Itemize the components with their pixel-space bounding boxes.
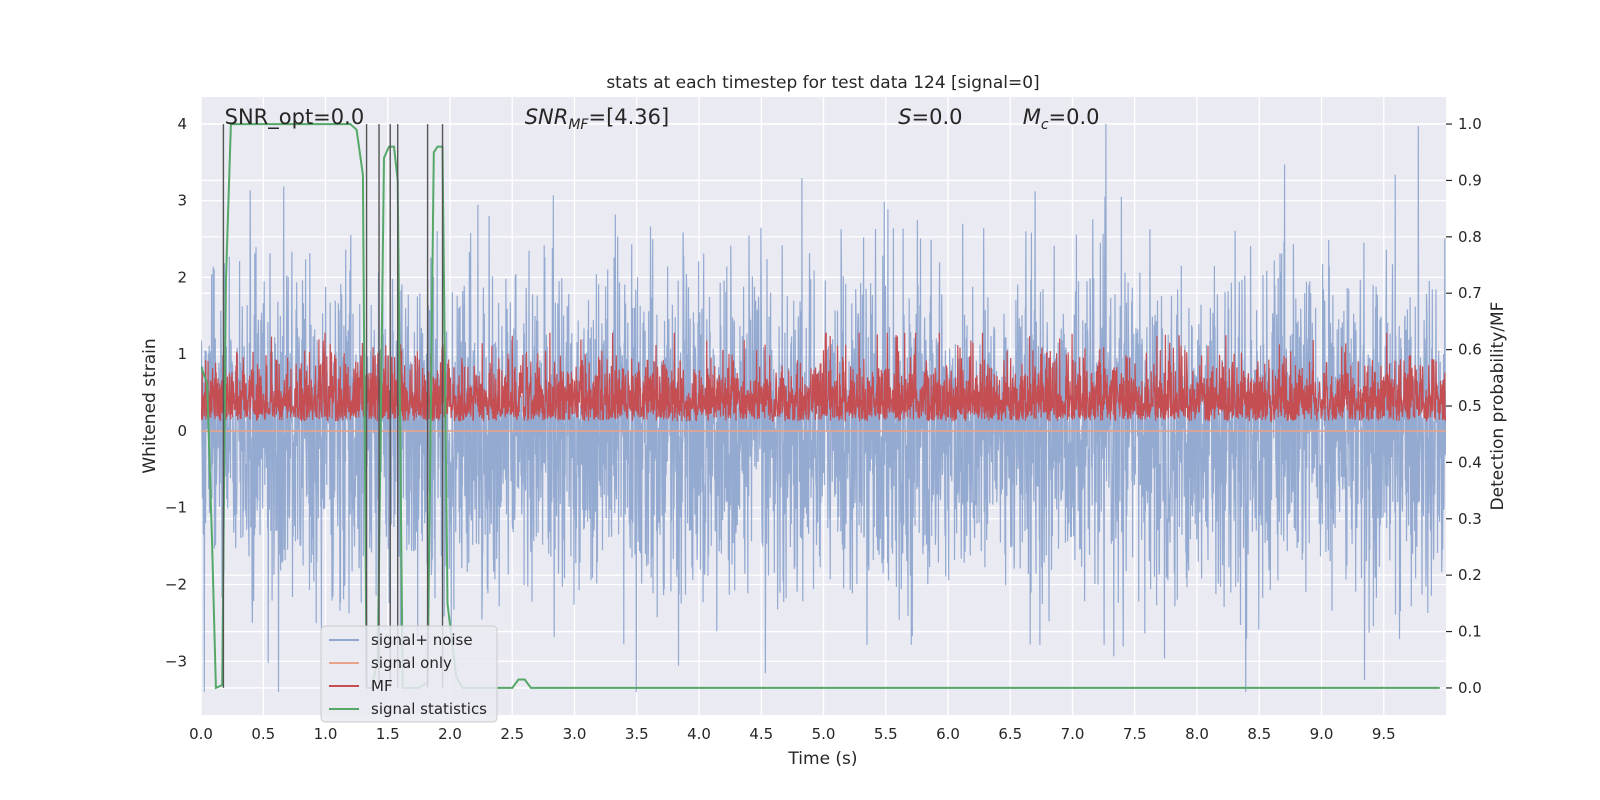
y-tick-label: 0	[177, 422, 187, 440]
annotation-mc: Mc=0.0	[1023, 105, 1100, 133]
y-axis-ticks: 4 3 2 1 0 −1 −2 −3	[165, 115, 187, 670]
y2-tick-label: 0.2	[1458, 566, 1482, 584]
x-tick-label: 7.5	[1123, 725, 1147, 743]
detection-markers	[222, 124, 444, 688]
x-tick-label: 6.0	[936, 725, 960, 743]
y-tick-label: −1	[165, 499, 187, 517]
x-tick-label: 5.5	[874, 725, 898, 743]
y-axis-label: Whitened strain	[140, 338, 160, 473]
legend-label: signal only	[371, 654, 452, 672]
legend-label: signal statistics	[371, 700, 487, 718]
y-tick-label: 1	[177, 345, 187, 363]
y-tick-label: −3	[165, 652, 187, 670]
x-axis-label: Time (s)	[787, 749, 857, 769]
y-tick-label: −2	[165, 575, 187, 593]
x-tick-label: 7.0	[1061, 725, 1085, 743]
x-tick-label: 8.0	[1185, 725, 1209, 743]
x-axis-ticks: 0.0 0.5 1.0 1.5 2.0 2.5 3.0 3.5 4.0 4.5 5.0 5.5 6.0 6…	[189, 725, 1396, 743]
chart-title: stats at each timestep for test data 124…	[606, 73, 1039, 93]
legend-label: MF	[371, 677, 393, 695]
x-tick-label: 9.5	[1372, 725, 1396, 743]
y2-tick-label: 0.9	[1458, 171, 1482, 189]
legend-item: signal+ noise	[329, 631, 473, 649]
y2-tick-label: 0.8	[1458, 228, 1482, 246]
y2-axis-label: Detection probability/MF	[1488, 302, 1508, 511]
annotation-snr-opt: SNR_opt=0.0	[225, 105, 365, 130]
y2-axis-ticks: 1.0 0.9 0.8 0.7 0.6 0.5 0.4 0.3 0.2 0.1 0.0	[1446, 115, 1482, 697]
annotation-s: S=0.0	[898, 105, 962, 129]
x-tick-label: 2.0	[438, 725, 462, 743]
legend-item: signal statistics	[329, 700, 487, 718]
y2-tick-label: 0.6	[1458, 341, 1482, 359]
x-tick-label: 4.5	[749, 725, 773, 743]
x-tick-label: 1.0	[314, 725, 338, 743]
y2-tick-label: 0.1	[1458, 623, 1482, 641]
legend-box	[320, 625, 498, 723]
x-tick-label: 9.0	[1310, 725, 1334, 743]
x-tick-label: 0.0	[189, 725, 213, 743]
y2-tick-label: 0.5	[1458, 397, 1482, 415]
x-tick-label: 0.5	[251, 725, 275, 743]
annotations: SNR_opt=0.0 SNRMF=[4.36] S=0.0 Mc=0.0	[225, 105, 1100, 133]
x-tick-label: 6.5	[998, 725, 1022, 743]
legend-item: MF	[329, 677, 393, 695]
annotation-snr-mf: SNRMF=[4.36]	[525, 105, 670, 133]
x-tick-label: 3.0	[563, 725, 587, 743]
y2-tick-label: 0.4	[1458, 453, 1482, 471]
series-layer	[201, 123, 1446, 693]
y2-tick-label: 0.7	[1458, 284, 1482, 302]
x-tick-label: 2.5	[500, 725, 524, 743]
y-tick-label: 3	[177, 192, 187, 210]
legend-item: signal only	[329, 654, 452, 672]
y-tick-label: 2	[177, 268, 187, 286]
legend-label: signal+ noise	[371, 631, 473, 649]
x-tick-label: 3.5	[625, 725, 649, 743]
legend: signal+ noise signal only MF signal statist…	[320, 625, 498, 723]
y-tick-label: 4	[177, 115, 187, 133]
x-tick-label: 4.0	[687, 725, 711, 743]
y2-tick-label: 0.3	[1458, 510, 1482, 528]
series-mf	[201, 332, 1446, 423]
y2-tick-label: 1.0	[1458, 115, 1482, 133]
x-tick-label: 8.5	[1247, 725, 1271, 743]
x-tick-label: 1.5	[376, 725, 400, 743]
x-tick-label: 5.0	[812, 725, 836, 743]
y2-tick-label: 0.0	[1458, 679, 1482, 697]
series-signal-noise	[201, 123, 1446, 693]
